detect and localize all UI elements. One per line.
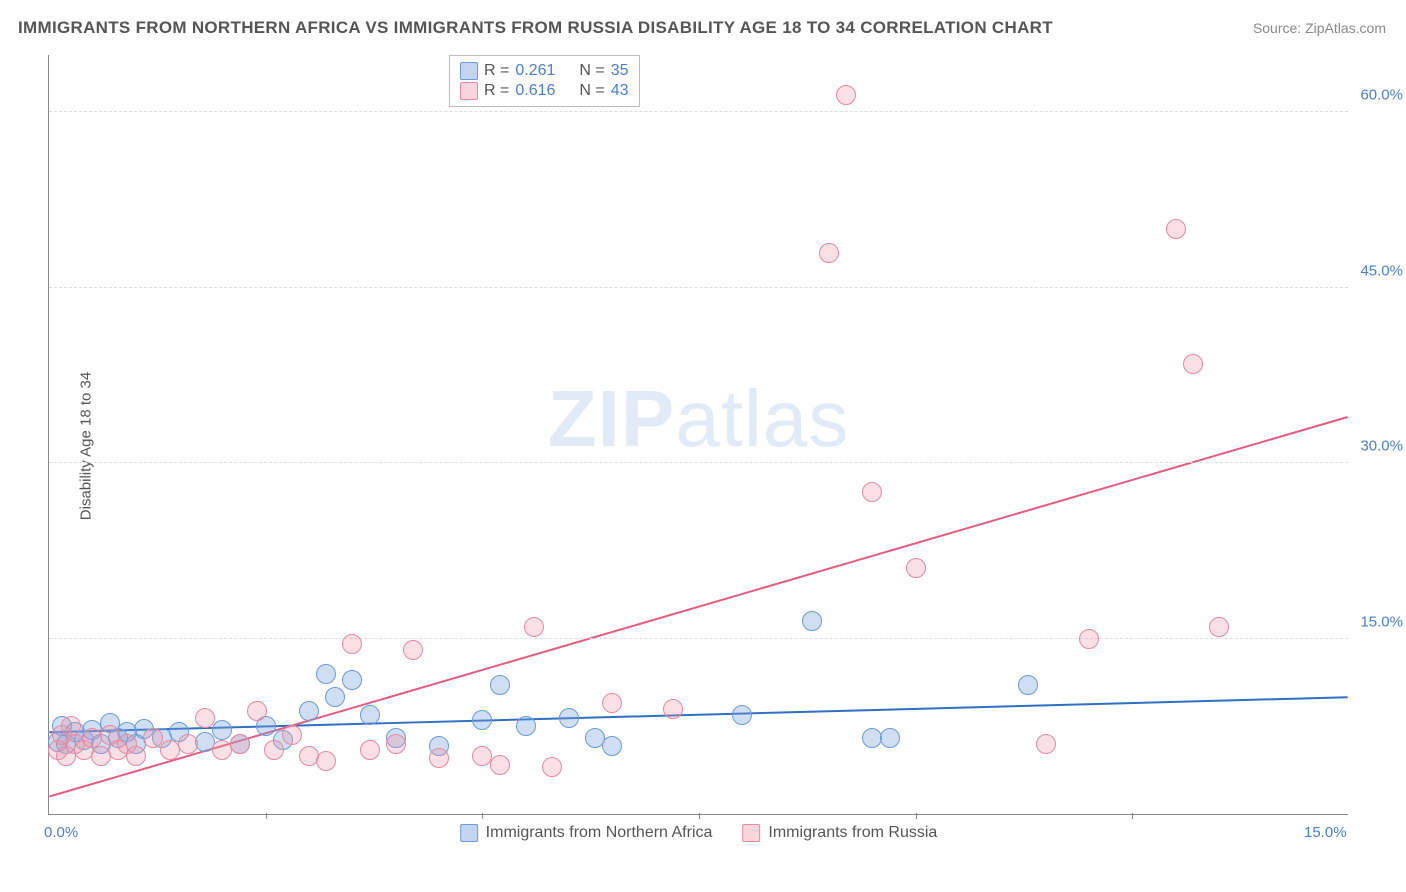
data-point-pink bbox=[342, 634, 362, 654]
data-point-blue bbox=[732, 705, 752, 725]
data-point-pink bbox=[126, 746, 146, 766]
x-tick bbox=[266, 813, 267, 819]
data-point-blue bbox=[472, 710, 492, 730]
x-tick-label: 15.0% bbox=[1304, 824, 1347, 841]
legend-n-value: 43 bbox=[611, 82, 629, 100]
data-point-pink bbox=[1036, 734, 1056, 754]
data-point-blue bbox=[299, 701, 319, 721]
data-point-blue bbox=[880, 728, 900, 748]
trend-lines-svg bbox=[49, 55, 1348, 814]
plot-area: ZIPatlas R = 0.261N = 35R = 0.616N = 43 … bbox=[48, 55, 1348, 815]
data-point-pink bbox=[1079, 629, 1099, 649]
data-point-pink bbox=[264, 740, 284, 760]
y-tick-label: 45.0% bbox=[1360, 262, 1403, 279]
data-point-pink bbox=[490, 755, 510, 775]
data-point-blue bbox=[325, 687, 345, 707]
data-point-pink bbox=[836, 85, 856, 105]
data-point-blue bbox=[212, 720, 232, 740]
gridline bbox=[49, 638, 1348, 639]
data-point-blue bbox=[802, 611, 822, 631]
data-point-pink bbox=[862, 482, 882, 502]
x-tick bbox=[916, 813, 917, 819]
gridline bbox=[49, 287, 1348, 288]
chart-title: IMMIGRANTS FROM NORTHERN AFRICA VS IMMIG… bbox=[18, 18, 1053, 38]
x-tick bbox=[1132, 813, 1133, 819]
legend-r-value: 0.616 bbox=[515, 82, 555, 100]
trend-line-blue bbox=[49, 697, 1347, 732]
y-tick-label: 30.0% bbox=[1360, 438, 1403, 455]
data-point-pink bbox=[1183, 354, 1203, 374]
data-point-pink bbox=[195, 708, 215, 728]
data-point-pink bbox=[316, 751, 336, 771]
y-tick-label: 60.0% bbox=[1360, 87, 1403, 104]
watermark-light: atlas bbox=[675, 374, 849, 463]
data-point-pink bbox=[663, 699, 683, 719]
data-point-pink bbox=[1209, 617, 1229, 637]
data-point-blue bbox=[342, 670, 362, 690]
data-point-pink bbox=[429, 748, 449, 768]
data-point-blue bbox=[490, 675, 510, 695]
data-point-pink bbox=[819, 243, 839, 263]
data-point-pink bbox=[178, 734, 198, 754]
legend-n-value: 35 bbox=[611, 62, 629, 80]
legend-r-value: 0.261 bbox=[515, 62, 555, 80]
data-point-pink bbox=[282, 725, 302, 745]
gridline bbox=[49, 462, 1348, 463]
legend-r-label: R = bbox=[484, 82, 509, 100]
data-point-pink bbox=[602, 693, 622, 713]
data-point-pink bbox=[230, 734, 250, 754]
data-point-pink bbox=[542, 757, 562, 777]
data-point-pink bbox=[1166, 219, 1186, 239]
data-point-pink bbox=[906, 558, 926, 578]
data-point-blue bbox=[602, 736, 622, 756]
legend-swatch-pink bbox=[460, 82, 478, 100]
legend-swatch-blue bbox=[460, 62, 478, 80]
legend-n-label: N = bbox=[579, 62, 604, 80]
chart-container: IMMIGRANTS FROM NORTHERN AFRICA VS IMMIG… bbox=[0, 0, 1406, 892]
data-point-pink bbox=[386, 734, 406, 754]
legend-n-label: N = bbox=[579, 82, 604, 100]
data-point-pink bbox=[143, 728, 163, 748]
watermark-bold: ZIP bbox=[548, 374, 675, 463]
legend-correlation-row: R = 0.616 N = 43 bbox=[460, 81, 629, 101]
data-point-blue bbox=[516, 716, 536, 736]
data-point-pink bbox=[403, 640, 423, 660]
y-tick-label: 15.0% bbox=[1360, 613, 1403, 630]
data-point-blue bbox=[316, 664, 336, 684]
x-tick-label: 0.0% bbox=[44, 824, 78, 841]
source-attribution: Source: ZipAtlas.com bbox=[1253, 20, 1386, 36]
legend-correlation-row: R = 0.261 N = 35 bbox=[460, 61, 629, 81]
data-point-blue bbox=[360, 705, 380, 725]
x-axis-labels: 0.0%15.0% bbox=[49, 824, 1348, 844]
gridline bbox=[49, 111, 1348, 112]
legend-correlation: R = 0.261 N = 35 R = 0.616 N = 43 bbox=[449, 55, 640, 107]
data-point-blue bbox=[1018, 675, 1038, 695]
x-tick bbox=[482, 813, 483, 819]
watermark: ZIPatlas bbox=[548, 373, 849, 465]
legend-r-label: R = bbox=[484, 62, 509, 80]
x-tick bbox=[699, 813, 700, 819]
data-point-pink bbox=[247, 701, 267, 721]
data-point-blue bbox=[559, 708, 579, 728]
data-point-pink bbox=[360, 740, 380, 760]
data-point-pink bbox=[524, 617, 544, 637]
